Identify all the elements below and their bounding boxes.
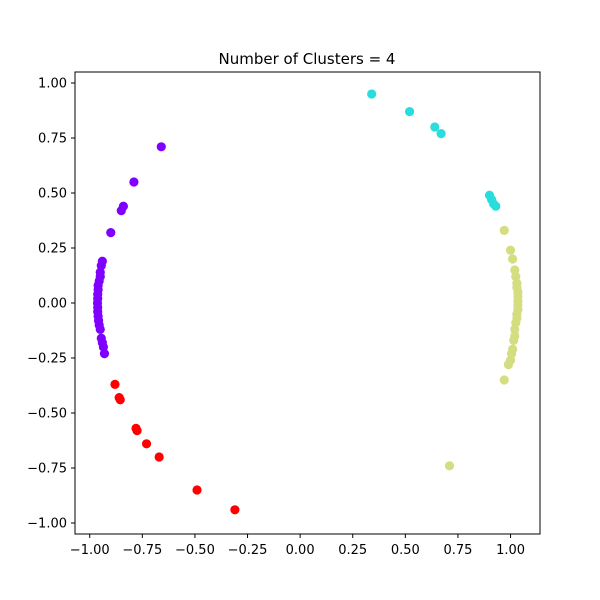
x-tick-label: 0.75 [443,543,472,558]
data-point [129,177,139,187]
chart-title: Number of Clusters = 4 [219,50,396,68]
plot-area [92,89,523,515]
x-tick-label: 0.00 [286,543,315,558]
y-tick-label: 0.50 [38,187,67,202]
data-point [444,461,455,471]
y-tick-label: 0.00 [38,297,67,312]
data-point [141,439,152,449]
y-tick-label: −0.50 [27,407,67,422]
y-tick-label: −0.75 [27,462,67,477]
y-tick-label: −0.25 [27,352,67,367]
y-tick-label: 1.00 [38,77,67,92]
data-point [95,324,105,334]
x-tick-label: 0.50 [391,543,420,558]
data-point [154,452,164,462]
x-tick-label: −1.00 [70,543,110,558]
y-tick-label: −1.00 [27,517,67,532]
data-point [508,254,518,264]
data-point [499,225,509,235]
data-point [404,107,415,117]
y-tick-label: 0.75 [38,132,67,147]
x-axis: −1.00 −0.75 −0.50 −0.25 0.00 0.25 0.50 0.75 1.00 [70,534,525,558]
y-tick-label: 0.25 [38,242,67,257]
data-point [156,142,166,152]
data-point [499,375,509,385]
x-tick-label: 0.25 [338,543,367,558]
x-tick-label: −0.75 [122,543,162,558]
data-point [110,379,120,389]
data-point [367,89,377,99]
data-point [509,335,519,345]
data-point [116,206,126,216]
data-point [115,395,125,405]
x-tick-label: 1.00 [496,543,525,558]
data-point [430,122,440,132]
data-point [106,228,116,238]
data-point [230,505,240,515]
data-point [510,324,520,334]
data-point [99,349,110,359]
data-point [192,485,202,495]
data-point [505,245,516,255]
x-tick-label: −0.50 [175,543,215,558]
data-point [503,360,514,370]
data-point [132,426,142,436]
data-point [436,129,446,139]
x-tick-label: −0.25 [228,543,268,558]
y-axis: 1.00 0.75 0.50 0.25 0.00 −0.25 −0.50 −0.75 −1.00 [27,77,75,532]
data-point [491,201,501,211]
